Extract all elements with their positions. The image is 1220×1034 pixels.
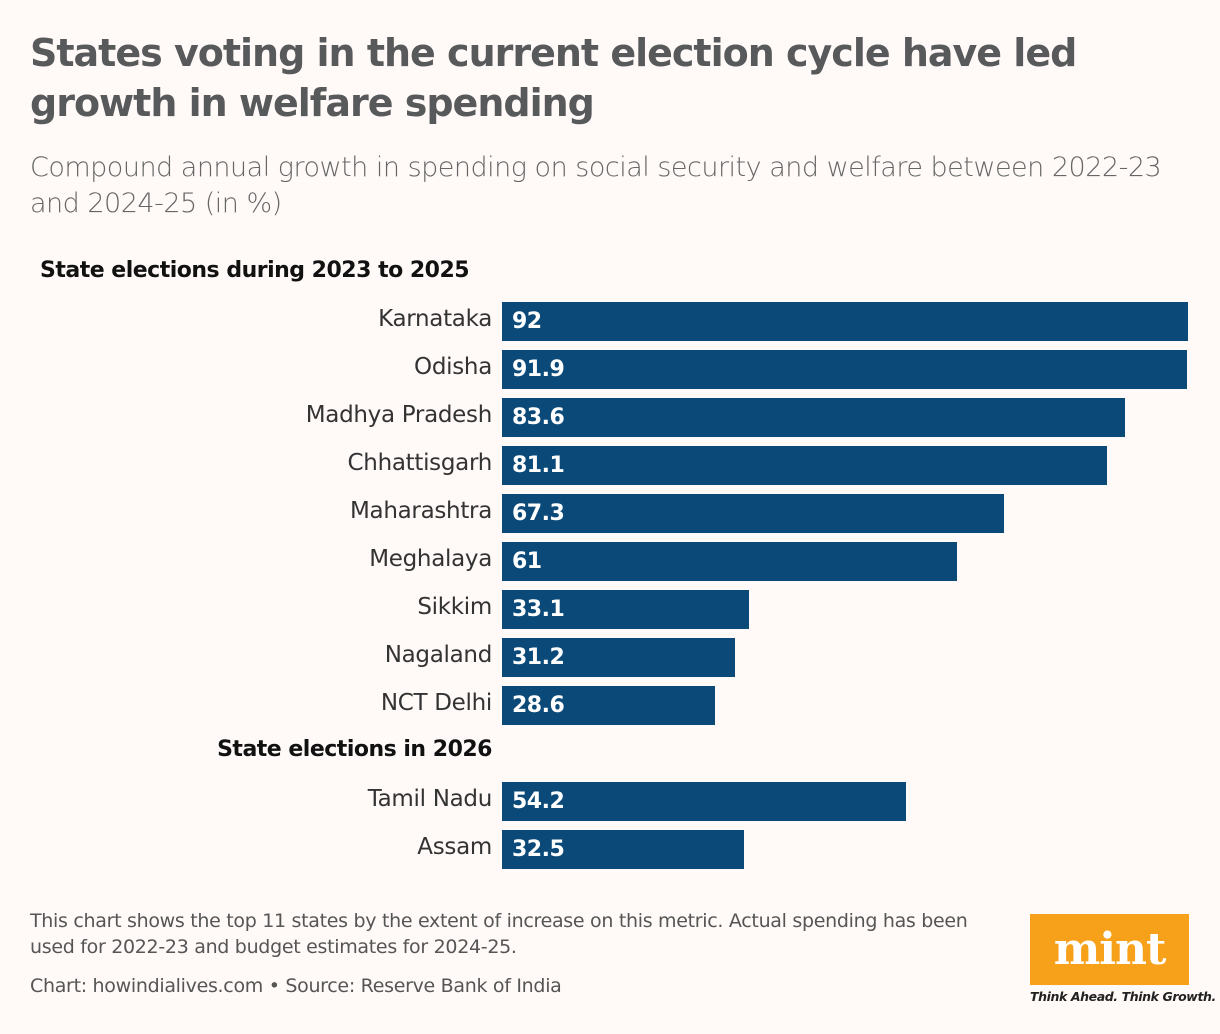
data-label: 81.1 [512,453,565,478]
group-heading: State elections during 2023 to 2025 [40,258,470,283]
bar: 28.6 [502,686,716,725]
bar: 83.6 [502,398,1126,437]
data-label: 33.1 [512,597,565,622]
data-label: 67.3 [512,501,565,526]
bar: 33.1 [502,590,749,629]
bar: 67.3 [502,494,1004,533]
category-label: Chhattisgarh [347,450,493,476]
category-label: Sikkim [417,594,492,620]
data-label: 83.6 [512,405,565,430]
source-line: Chart: howindialives.com • Source: Reser… [30,975,562,997]
bar: 81.1 [502,446,1107,485]
group-heading: State elections in 2026 [217,737,492,762]
data-label: 92 [512,309,542,334]
bar: 61 [502,542,957,581]
category-label: NCT Delhi [380,690,492,716]
category-label: Meghalaya [369,546,492,572]
category-label: Madhya Pradesh [305,402,493,428]
mint-logo: mint [1030,914,1189,985]
chart-title: States voting in the current election cy… [30,31,1077,125]
bar: 54.2 [502,782,907,821]
category-label: Tamil Nadu [367,786,493,812]
category-label: Assam [417,834,492,860]
category-label: Maharashtra [350,498,492,524]
bar: 91.9 [502,350,1188,389]
footnote: This chart shows the top 11 states by th… [30,910,968,958]
bar: 32.5 [502,830,745,869]
data-label: 91.9 [512,357,565,382]
data-label: 31.2 [512,645,565,670]
data-label: 32.5 [512,837,565,862]
bar: 31.2 [502,638,735,677]
bar: 92 [502,302,1188,341]
data-label: 28.6 [512,693,565,718]
category-label: Karnataka [378,306,492,332]
category-label: Odisha [414,354,492,380]
logo-tagline: Think Ahead. Think Growth. [1030,989,1216,1004]
chart-subtitle: Compound annual growth in spending on so… [30,152,1162,219]
category-label: Nagaland [384,642,493,668]
data-label: 54.2 [512,789,565,814]
data-label: 61 [512,549,542,574]
